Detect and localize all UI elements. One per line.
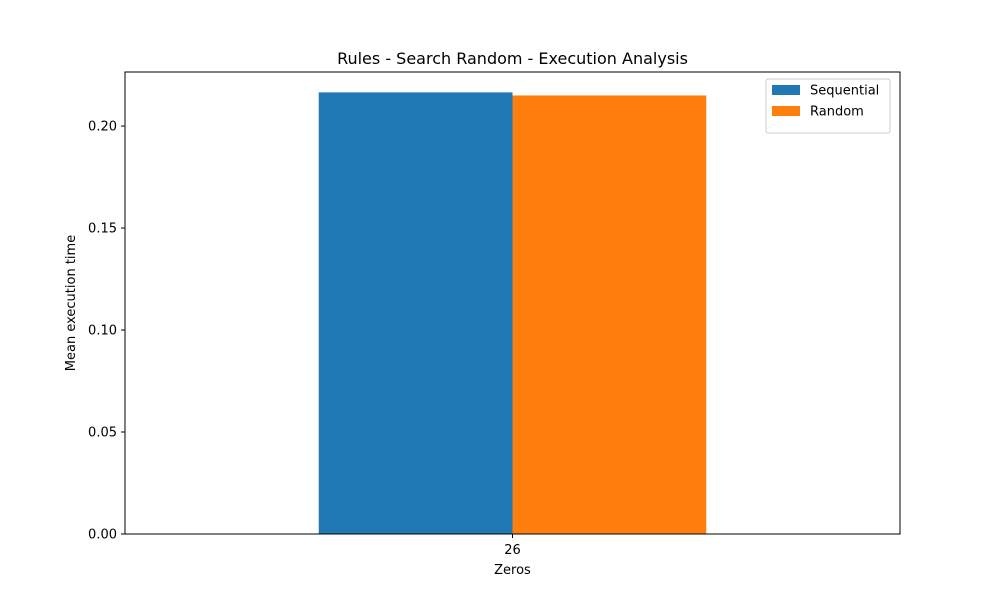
x-axis-ticks: 26	[504, 534, 521, 558]
bars-layer	[318, 92, 707, 535]
bar-sequential-26	[318, 92, 513, 535]
legend-swatch-sequential	[772, 85, 800, 95]
y-tick-label: 0.10	[88, 324, 117, 339]
x-axis-label: Zeros	[494, 563, 531, 578]
bar-random-26	[512, 95, 707, 534]
plot-frame	[124, 71, 901, 535]
y-tick-label: 0.15	[88, 222, 117, 237]
legend-label-random: Random	[810, 105, 864, 120]
legend-label-sequential: Sequential	[810, 84, 879, 99]
y-axis-label: Mean execution time	[64, 235, 79, 371]
y-tick-label: 0.20	[88, 120, 117, 135]
legend-swatch-random	[772, 106, 800, 116]
x-tick-label: 26	[504, 543, 521, 558]
y-tick-label: 0.00	[88, 528, 117, 543]
chart-title: Rules - Search Random - Execution Analys…	[337, 49, 688, 68]
y-tick-label: 0.05	[88, 426, 117, 441]
y-axis-ticks: 0.00 0.05 0.10 0.15 0.20	[88, 120, 125, 543]
legend: Sequential Random	[765, 78, 891, 134]
